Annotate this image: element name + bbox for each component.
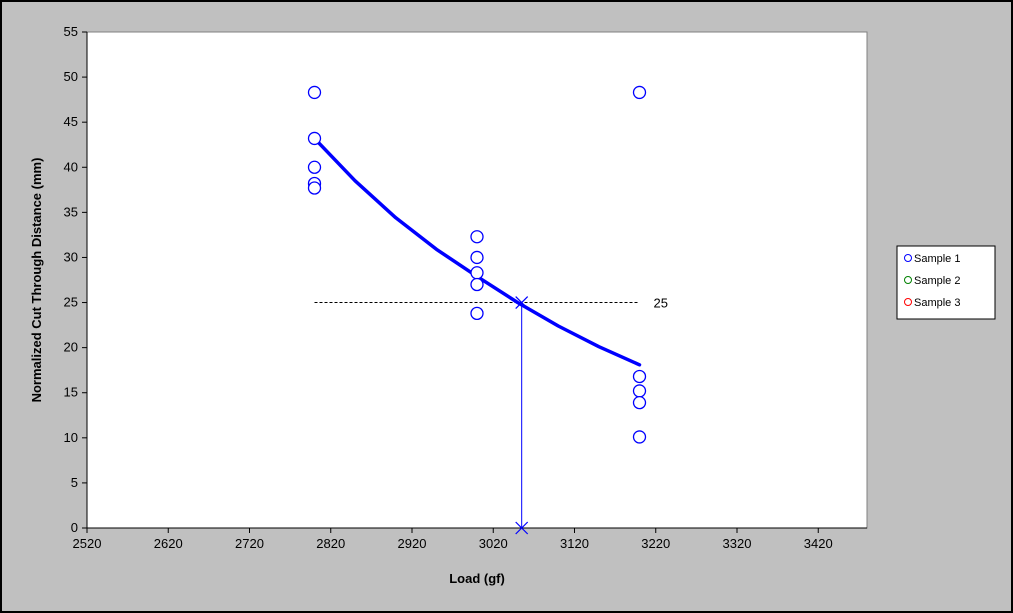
data-point	[632, 384, 647, 398]
data-point	[470, 266, 484, 280]
legend-marker	[904, 298, 912, 306]
y-tick-label: 30	[64, 249, 78, 264]
y-tick-label: 35	[64, 204, 78, 219]
x-tick-label: 3120	[560, 536, 589, 551]
data-points	[307, 85, 647, 444]
x-tick-label: 2820	[316, 536, 345, 551]
intersection-marker	[515, 296, 529, 309]
data-point	[632, 85, 647, 100]
y-tick-label: 20	[64, 340, 78, 355]
axis-marker	[515, 521, 529, 535]
data-point	[307, 160, 322, 174]
y-tick-label: 40	[64, 159, 78, 174]
legend-label: Sample 3	[914, 297, 960, 309]
data-point	[632, 395, 647, 410]
x-tick-label: 3320	[723, 536, 752, 551]
x-axis-title: Load (gf)	[449, 571, 505, 586]
x-tick-label: 2920	[398, 536, 427, 551]
x-tick-label: 2520	[73, 536, 102, 551]
y-tick-label: 45	[64, 114, 78, 129]
data-point	[307, 131, 322, 146]
legend: Sample 1 Sample 2 Sample 3	[896, 245, 996, 320]
data-point	[632, 430, 647, 444]
x-tick-label: 2620	[154, 536, 183, 551]
x-tick-label: 3420	[804, 536, 833, 551]
y-tick-label: 5	[71, 475, 78, 490]
data-point	[307, 181, 322, 195]
x-tick-label: 3020	[479, 536, 508, 551]
reference-lines: 25	[314, 296, 668, 535]
data-point	[307, 85, 322, 100]
y-tick-label: 0	[71, 520, 78, 535]
legend-marker	[904, 276, 912, 284]
legend-label: Sample 2	[914, 275, 960, 287]
y-axis-title: Normalized Cut Through Distance (mm)	[29, 158, 44, 403]
data-point	[470, 230, 484, 244]
x-tick-label: 3220	[641, 536, 670, 551]
y-tick-label: 55	[64, 24, 78, 39]
x-tick-label: 2720	[235, 536, 264, 551]
axes: 0 5 10 15 20 25 30 35 40 45 50 55 2520 2620 2720 2820 29…	[64, 24, 867, 551]
legend-box	[896, 245, 996, 320]
y-tick-label: 50	[64, 69, 78, 84]
y-tick-label: 25	[64, 295, 78, 310]
data-point	[470, 250, 484, 265]
y-tick-label: 15	[64, 385, 78, 400]
data-point	[632, 369, 647, 384]
reference-value-label: 25	[654, 296, 668, 311]
data-point	[470, 277, 484, 292]
data-point	[470, 306, 484, 321]
legend-label: Sample 1	[914, 253, 960, 265]
y-tick-label: 10	[64, 430, 78, 445]
legend-marker	[904, 254, 912, 262]
